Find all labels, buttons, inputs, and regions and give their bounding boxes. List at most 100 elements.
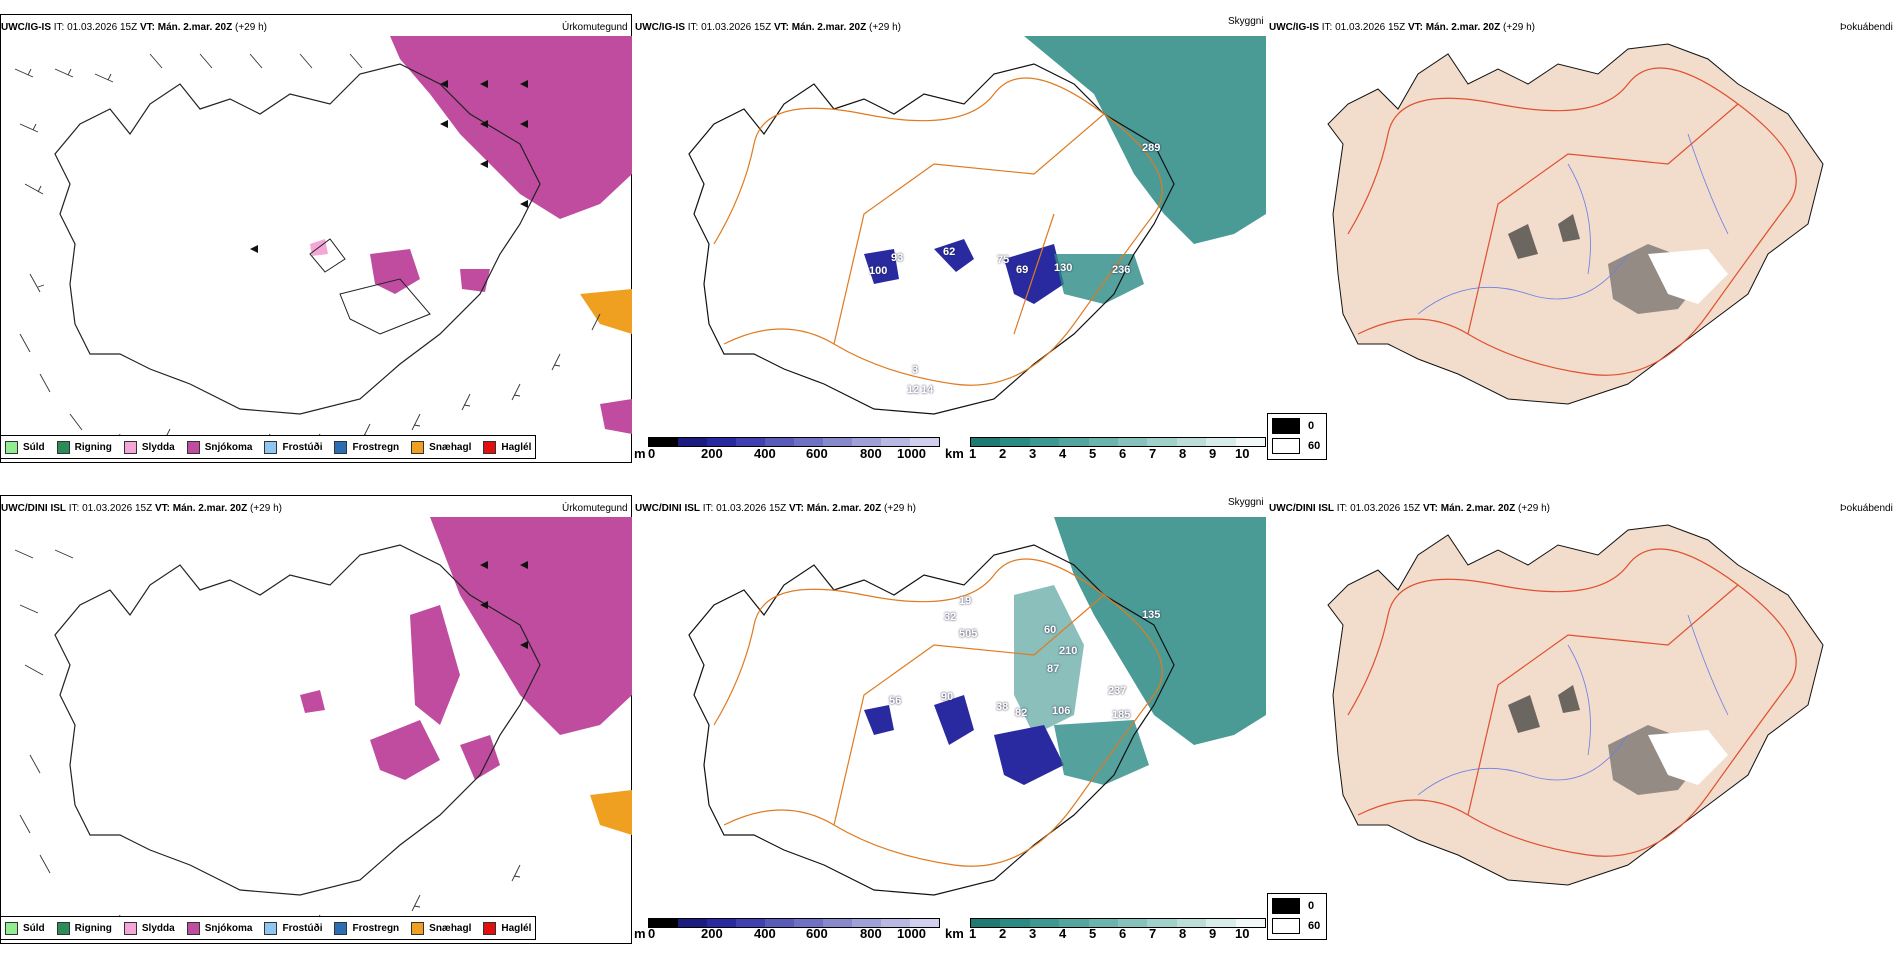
fog-legend-row: 0 xyxy=(1272,418,1322,434)
vt-value: Mán. 2.mar. 20Z xyxy=(172,503,248,514)
vis-tick: 3 xyxy=(1029,926,1037,941)
height-tick: 600 xyxy=(806,926,828,941)
vis-tick: 4 xyxy=(1059,926,1067,941)
legend-swatch xyxy=(264,440,278,454)
it-label: IT: xyxy=(702,503,714,514)
it-value: 01.03.2026 15Z xyxy=(67,22,138,33)
header-bottom-2: UWC/DINI ISL IT: 01.03.2026 15Z VT: Mán.… xyxy=(635,503,916,514)
legend-item: Slydda xyxy=(123,921,175,935)
legend-item: Snjókoma xyxy=(186,440,253,454)
fog-legend-row: 60 xyxy=(1272,918,1322,934)
ceiling-value: 3 xyxy=(912,364,919,376)
legend-item: Rigning xyxy=(56,921,112,935)
vis-tick: 5 xyxy=(1089,446,1097,461)
fog-swatch xyxy=(1272,438,1300,454)
ceiling-value: 210 xyxy=(1059,645,1078,657)
vis-tick: 9 xyxy=(1209,446,1217,461)
it-value: 01.03.2026 15Z xyxy=(1350,503,1421,514)
height-tick: 600 xyxy=(806,446,828,461)
vis-tick: 8 xyxy=(1179,446,1187,461)
header-top-3: UWC/IG-IS IT: 01.03.2026 15Z VT: Mán. 2.… xyxy=(1269,22,1535,33)
ceiling-value: 82 xyxy=(1015,707,1028,719)
legend-label: Snjókoma xyxy=(204,441,253,453)
legend-item: Frostúði xyxy=(264,440,322,454)
legend-swatch xyxy=(483,440,497,454)
vis-tick: 1 xyxy=(969,926,977,941)
fog-legend-label: 60 xyxy=(1308,920,1321,932)
fog-swatch xyxy=(1272,898,1300,914)
vis-tick: 1 xyxy=(969,446,977,461)
precip-title: Úrkomutegund xyxy=(562,22,628,33)
it-label: IT: xyxy=(53,22,65,33)
lead-time: (+29 h) xyxy=(1518,503,1550,514)
cloud-map xyxy=(688,517,1266,896)
vis-tick: 2 xyxy=(999,446,1007,461)
legend-item: Snjókoma xyxy=(186,921,252,935)
fog-panel-top: Þokuábendi xyxy=(1268,14,1900,477)
fog-legend-label: 0 xyxy=(1308,420,1315,432)
legend-item: Snæhagl xyxy=(411,921,471,935)
legend-label: Slydda xyxy=(141,922,175,934)
it-label: IT: xyxy=(1321,22,1333,33)
legend-item: Rigning xyxy=(56,440,112,454)
roads xyxy=(713,558,1163,867)
fog-swatch xyxy=(1272,418,1300,434)
vis-tick: 2 xyxy=(999,926,1007,941)
precip-frame xyxy=(0,14,632,463)
precip-panel-bottom: Súld Rigning Slydda Snjókoma Frostúði Fr… xyxy=(0,495,632,958)
legend-label: Frostúði xyxy=(282,922,323,934)
fog-panel-bottom: Þokuábendi xyxy=(1268,495,1900,958)
vis-tick: 8 xyxy=(1179,926,1187,941)
it-value: 01.03.2026 15Z xyxy=(82,503,153,514)
ceiling-value: 236 xyxy=(1112,264,1131,276)
ceiling-value: 237 xyxy=(1108,685,1127,697)
snow-barbs xyxy=(480,561,528,649)
legend-label: Rigning xyxy=(74,441,112,453)
precip-map xyxy=(14,36,632,456)
legend-item: Slydda xyxy=(123,440,175,454)
vis-colorbar xyxy=(970,918,1266,928)
ceiling-value: 32 xyxy=(944,611,957,623)
height-unit: m xyxy=(634,446,646,461)
cloud-map xyxy=(688,36,1266,415)
model-name: UWC/DINI ISL xyxy=(635,503,700,514)
vis-unit: km xyxy=(945,926,964,941)
header-top-2: UWC/IG-IS IT: 01.03.2026 15Z VT: Mán. 2.… xyxy=(635,22,901,33)
legend-swatch xyxy=(483,921,497,935)
header-top-1: UWC/IG-IS IT: 01.03.2026 15Z VT: Mán. 2.… xyxy=(1,22,267,33)
height-tick: 0 xyxy=(648,926,656,941)
legend-swatch xyxy=(411,440,425,454)
vt-label: VT: xyxy=(788,503,804,514)
lead-time: (+29 h) xyxy=(869,22,901,33)
vis-unit: km xyxy=(945,446,964,461)
legend-swatch xyxy=(334,921,348,935)
height-tick: 0 xyxy=(648,446,656,461)
fog-title: Þokuábendi xyxy=(1840,22,1893,33)
precip-map xyxy=(14,517,632,937)
ceiling-value: 62 xyxy=(943,246,956,258)
legend-label: Súld xyxy=(23,922,45,934)
ceiling-value: 90 xyxy=(941,691,954,703)
fog-swatch xyxy=(1272,918,1300,934)
height-tick: 400 xyxy=(754,446,776,461)
fog-map xyxy=(1327,524,1824,886)
ceiling-value: 505 xyxy=(959,628,978,640)
ceiling-value: 60 xyxy=(1044,624,1057,636)
legend-swatch xyxy=(123,440,137,454)
legend-label: Snæhagl xyxy=(429,441,472,453)
lead-time: (+29 h) xyxy=(235,22,267,33)
legend-item: Frostregn xyxy=(334,440,399,454)
vt-value: Mán. 2.mar. 20Z xyxy=(1425,22,1501,33)
legend-item: Snæhagl xyxy=(411,440,472,454)
legend-item: Haglél xyxy=(483,921,531,935)
vis-tick: 6 xyxy=(1119,926,1127,941)
legend-swatch xyxy=(5,440,18,454)
fog-legend-label: 0 xyxy=(1308,900,1315,912)
legend-swatch xyxy=(186,440,200,454)
legend-item: Súld xyxy=(5,921,45,935)
precip-frame xyxy=(0,495,632,944)
fog-legend: 0 60 xyxy=(1267,893,1327,940)
lead-time: (+29 h) xyxy=(250,503,282,514)
ceiling-value: 69 xyxy=(1016,264,1029,276)
height-tick: 400 xyxy=(754,926,776,941)
